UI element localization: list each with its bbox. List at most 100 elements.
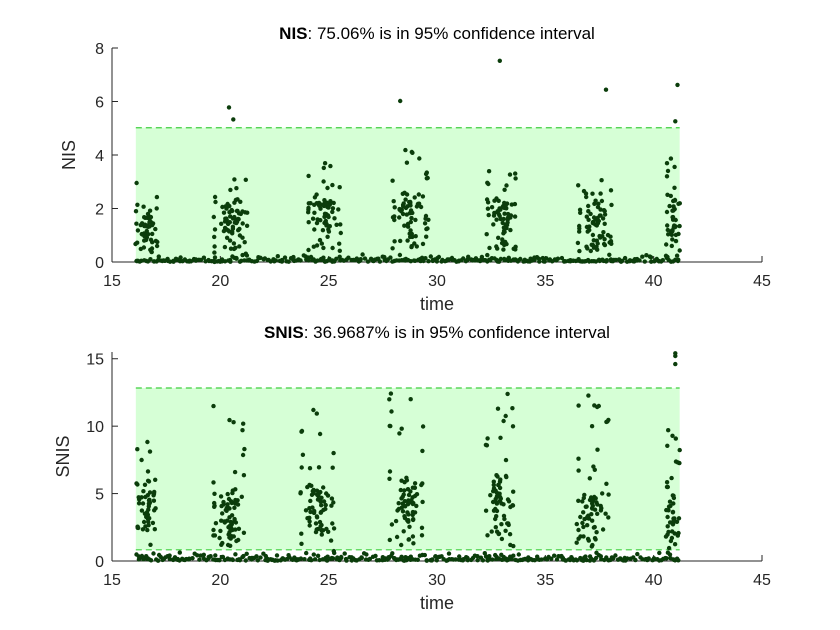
data-point (664, 242, 669, 247)
data-point (228, 246, 234, 251)
data-point (549, 556, 554, 561)
data-point (317, 557, 322, 563)
data-point (299, 531, 304, 536)
data-point (401, 529, 406, 534)
data-point (589, 512, 594, 517)
y-tick-label: 15 (86, 352, 104, 369)
data-point (346, 255, 351, 260)
data-point (228, 499, 234, 504)
data-point (197, 557, 202, 562)
data-point (323, 218, 328, 224)
data-point (311, 244, 316, 249)
data-point (399, 496, 404, 501)
data-point (425, 226, 430, 231)
data-point (314, 514, 320, 519)
data-point (673, 361, 678, 367)
data-point (227, 203, 232, 209)
data-point (331, 200, 336, 206)
data-point (222, 244, 228, 250)
data-point (420, 448, 425, 454)
data-point (167, 556, 172, 562)
data-point (608, 234, 613, 239)
data-point (596, 201, 601, 206)
data-point (406, 512, 411, 517)
data-point (412, 258, 418, 263)
data-point (419, 525, 425, 530)
data-point (156, 254, 161, 259)
data-point (498, 435, 503, 440)
data-point (151, 491, 157, 496)
data-point (554, 557, 560, 562)
data-point (592, 201, 597, 206)
data-point (233, 245, 238, 250)
data-point (428, 254, 433, 259)
data-point (586, 538, 591, 543)
data-point (306, 173, 311, 179)
data-point (503, 457, 509, 463)
data-point (669, 475, 674, 481)
data-point (598, 503, 603, 509)
data-point (227, 506, 232, 511)
data-point (502, 187, 507, 192)
data-point (222, 519, 227, 524)
data-point (495, 406, 501, 411)
data-point (227, 257, 233, 263)
data-point (590, 220, 596, 226)
data-point (331, 500, 336, 505)
x-axis-label: time (420, 294, 454, 314)
data-point (228, 187, 233, 193)
x-tick-label: 45 (753, 273, 771, 290)
data-point (146, 232, 151, 237)
data-point (677, 223, 682, 229)
data-point (195, 553, 200, 558)
data-point (496, 212, 502, 217)
data-point (498, 256, 503, 262)
data-point (232, 505, 237, 510)
data-point (337, 248, 342, 253)
data-point (211, 403, 216, 409)
y-tick-label: 4 (95, 148, 104, 165)
data-point (587, 476, 592, 481)
data-point (578, 210, 583, 215)
data-point (344, 558, 349, 563)
data-point (559, 255, 565, 261)
data-point (136, 554, 142, 559)
data-point (657, 550, 662, 556)
data-point (334, 256, 339, 261)
data-point (312, 557, 318, 562)
data-point (401, 492, 406, 497)
data-point (311, 487, 316, 493)
data-point (145, 439, 150, 445)
data-point (302, 557, 307, 562)
data-point (145, 493, 150, 498)
data-point (311, 552, 316, 557)
data-point (599, 198, 605, 204)
data-point (595, 247, 600, 252)
data-point (245, 210, 250, 215)
data-point (576, 536, 581, 541)
data-point (491, 482, 496, 488)
data-point (666, 428, 671, 433)
data-point (298, 556, 304, 561)
data-point (503, 239, 508, 245)
y-tick-label: 8 (95, 41, 104, 58)
data-point (186, 557, 191, 562)
data-point (664, 161, 670, 166)
data-point (399, 209, 404, 214)
data-point (241, 473, 247, 478)
data-point (228, 543, 233, 548)
data-point (540, 255, 545, 261)
data-point (496, 531, 501, 537)
data-point (136, 501, 142, 506)
data-point (274, 553, 280, 558)
data-point (536, 256, 542, 261)
data-point (219, 554, 225, 560)
data-point (590, 232, 596, 238)
data-point (672, 542, 678, 547)
data-point (303, 508, 309, 513)
data-point (201, 255, 207, 260)
chart-title: SNIS: 36.9687% is in 95% confidence inte… (264, 323, 610, 342)
data-point (576, 183, 581, 188)
data-point (406, 537, 412, 542)
data-point (412, 241, 417, 246)
